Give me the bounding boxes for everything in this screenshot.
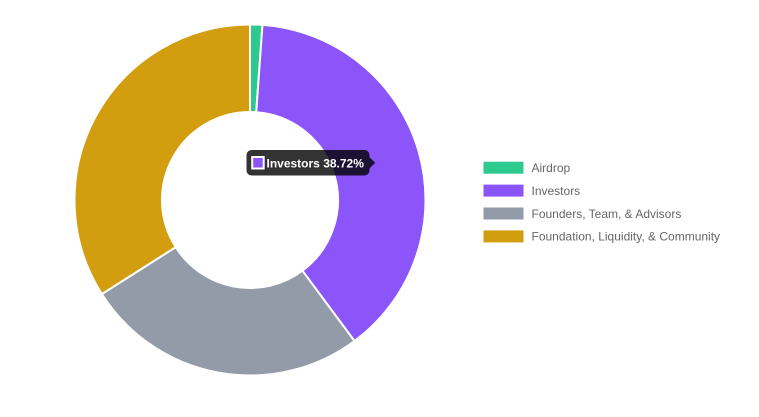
svg-text:Investors: Investors	[532, 184, 581, 198]
svg-text:Investors 38.72%: Investors 38.72%	[267, 156, 365, 170]
svg-text:Airdrop: Airdrop	[532, 161, 571, 175]
svg-text:Founders, Team, & Advisors: Founders, Team, & Advisors	[532, 207, 682, 221]
svg-text:Foundation, Liquidity, & Commu: Foundation, Liquidity, & Community	[532, 230, 721, 244]
